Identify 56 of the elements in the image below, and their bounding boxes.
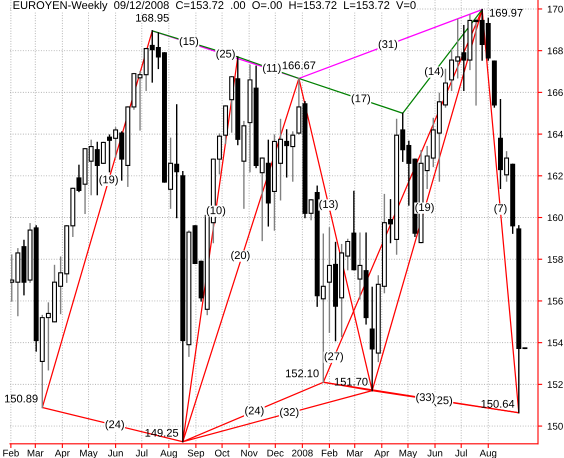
x-tick-label: Aug: [160, 450, 177, 458]
annotation: 149.25: [146, 428, 178, 437]
annotation: (7): [494, 204, 507, 214]
y-tick-label: 158: [548, 256, 563, 263]
annotation: 150.64: [482, 400, 514, 408]
y-tick-label: 160: [548, 214, 563, 222]
annotation: (10): [206, 206, 226, 216]
x-tick-label: Nov: [241, 450, 258, 456]
y-tick-label: 154: [548, 339, 563, 346]
annotation: (11): [263, 64, 281, 74]
annotation: (24): [106, 420, 124, 430]
x-tick-label: Jul: [455, 449, 467, 456]
annotation: (27): [324, 352, 343, 362]
annotation: 152.10: [286, 369, 319, 378]
y-tick-label: 156: [548, 298, 563, 305]
annotation: (15): [180, 36, 198, 48]
annotation: 151.70: [334, 378, 368, 386]
annotation: (13): [319, 200, 338, 210]
annotation: (17): [352, 94, 370, 104]
annotation: 166.67: [282, 61, 316, 70]
annotation: (32): [280, 408, 298, 418]
x-tick-label: Apr: [374, 450, 390, 458]
annotation: (20): [231, 250, 250, 262]
annotation: (25): [216, 49, 235, 60]
annotation: (19): [99, 175, 118, 186]
x-tick-label: Mar: [347, 450, 363, 456]
annotation: (19): [415, 202, 434, 214]
x-tick-label: 2008: [292, 450, 313, 456]
y-tick-label: 166: [548, 89, 563, 96]
x-tick-label: Apr: [54, 450, 70, 458]
x-tick-label: Feb: [3, 449, 19, 456]
x-tick-label: Jun: [108, 450, 123, 456]
x-tick-label: Dec: [267, 450, 284, 456]
x-tick-label: Jun: [427, 450, 442, 456]
annotation: (24): [245, 406, 264, 417]
annotation: 168.95: [136, 14, 169, 22]
x-tick-label: May: [80, 450, 98, 458]
x-tick-label: Jul: [136, 449, 148, 456]
x-tick-label: May: [400, 450, 418, 458]
annotation: (31): [378, 40, 398, 50]
annotation: 169.97: [490, 8, 523, 17]
y-tick-label: 170: [548, 6, 563, 13]
x-tick-label: Sep: [188, 450, 204, 458]
annotation: 150.89: [4, 394, 38, 403]
x-tick-label: Feb: [322, 449, 338, 456]
annotation: (14): [424, 66, 444, 78]
chart-title: EUROYEN-Weekly 09/12/2008 C=153.72 .00 O=.00 H=153.72 L=153.72 V=0: [14, 0, 416, 12]
x-tick-label: Mar: [28, 450, 44, 456]
y-tick-label: 168: [548, 47, 563, 54]
y-tick-label: 162: [548, 172, 563, 180]
y-tick-label: 152: [548, 381, 563, 388]
y-tick-label: 150: [548, 422, 563, 430]
x-tick-label: Oct: [214, 450, 230, 456]
annotation: (33): [416, 392, 435, 404]
y-tick-label: 164: [548, 130, 563, 138]
x-tick-label: Aug: [480, 450, 496, 458]
